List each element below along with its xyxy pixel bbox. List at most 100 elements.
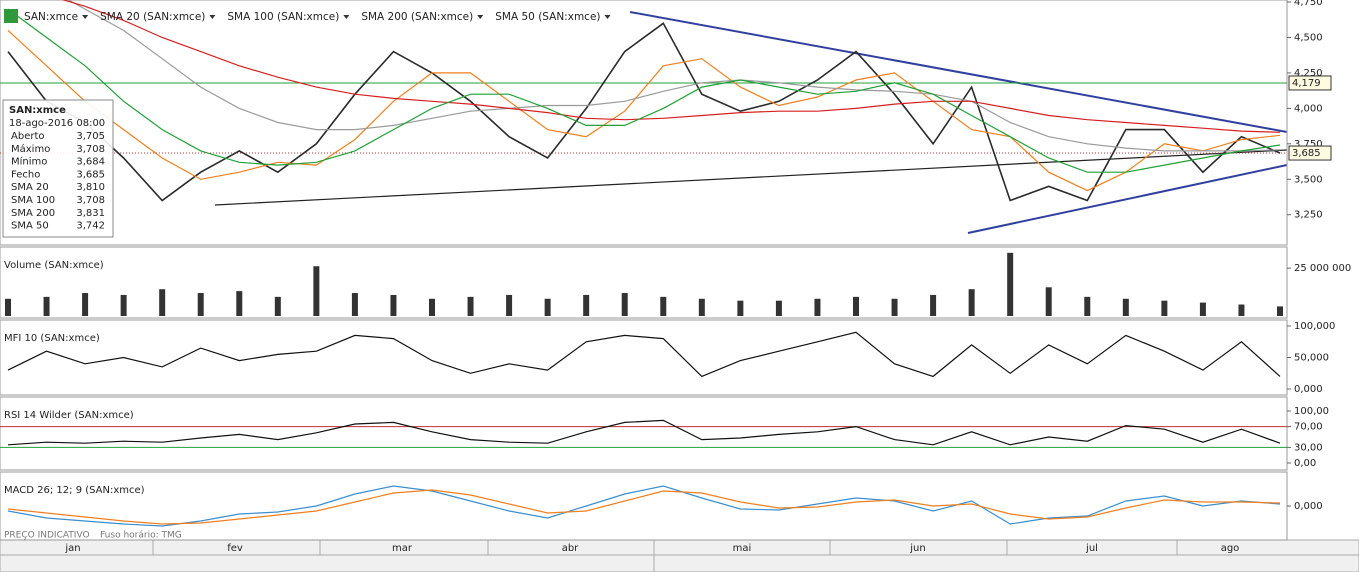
y-tick-label: 100,00 bbox=[1294, 406, 1329, 417]
panel-title: MACD 26; 12; 9 (SAN:xmce) bbox=[4, 485, 145, 496]
volume-bar bbox=[737, 300, 744, 316]
legend-icon bbox=[4, 9, 18, 23]
volume-bar bbox=[1161, 300, 1168, 316]
y-tick-label: 50,000 bbox=[1294, 353, 1329, 364]
trendline bbox=[967, 164, 1288, 234]
volume-bar bbox=[5, 298, 11, 316]
info-value: 3,685 bbox=[76, 169, 105, 180]
timezone: Fuso horário: TMG bbox=[100, 531, 182, 541]
series-line bbox=[7, 8, 1281, 173]
level-label-box bbox=[1288, 75, 1332, 91]
y-tick-label: 70,00 bbox=[1294, 422, 1323, 433]
info-label: Máximo bbox=[11, 143, 50, 155]
legend: SAN:xmce SMA 20 (SAN:xmce) SMA 100 (SAN:xm… bbox=[4, 9, 611, 23]
volume-bar bbox=[82, 293, 89, 316]
info-value: 3,810 bbox=[76, 182, 105, 193]
volume-bar bbox=[159, 289, 166, 316]
y-tick-label: 25 000 000 bbox=[1294, 263, 1351, 274]
level-label-box bbox=[1288, 145, 1332, 161]
info-label: Aberto bbox=[11, 131, 45, 142]
info-label: SMA 100 bbox=[11, 195, 55, 206]
volume-bar bbox=[197, 293, 204, 316]
legend-entry: SMA 50 (SAN:xmce) bbox=[495, 11, 600, 23]
info-date: 18-ago-2016 08:00 bbox=[9, 118, 105, 129]
legend-entry: SMA 100 (SAN:xmce) bbox=[227, 11, 339, 23]
y-tick-label: 3,500 bbox=[1294, 174, 1323, 185]
volume-bar bbox=[236, 291, 243, 316]
volume-bar bbox=[274, 296, 281, 316]
info-label: SMA 20 bbox=[11, 182, 49, 193]
y-tick-label: 4,750 bbox=[1294, 0, 1323, 8]
info-value: 3,708 bbox=[76, 195, 105, 206]
volume-bar bbox=[968, 289, 975, 316]
volume-bar bbox=[853, 296, 859, 316]
month-label: ago bbox=[1221, 543, 1240, 554]
info-label: Mínimo bbox=[11, 156, 47, 168]
series-line bbox=[61, 0, 1281, 133]
month-label: mar bbox=[392, 543, 413, 554]
volume-bar bbox=[351, 293, 358, 316]
volume-bar bbox=[506, 294, 513, 316]
y-tick-label: 4,250 bbox=[1294, 68, 1323, 79]
legend-entry: SMA 20 (SAN:xmce) bbox=[100, 11, 205, 23]
volume-bar bbox=[1007, 252, 1014, 316]
info-label: SMA 200 bbox=[11, 208, 55, 219]
info-value: 3,705 bbox=[76, 131, 105, 142]
legend-dropdown bbox=[604, 15, 611, 19]
volume-bar bbox=[891, 298, 898, 316]
volume-bar bbox=[930, 294, 937, 316]
month-label: mai bbox=[733, 543, 752, 554]
series-line bbox=[7, 485, 1281, 527]
legend-entry: SMA 200 (SAN:xmce) bbox=[361, 11, 473, 23]
volume-bar bbox=[467, 296, 474, 316]
volume-bar bbox=[814, 298, 821, 316]
volume-bar bbox=[698, 298, 705, 316]
y-tick-label: 4,000 bbox=[1294, 103, 1323, 114]
month-label: abr bbox=[562, 543, 579, 554]
info-value: 3,684 bbox=[76, 157, 105, 168]
level-label: 4,179 bbox=[1292, 78, 1321, 89]
legend-entry: SAN:xmce bbox=[24, 11, 78, 23]
year-axis bbox=[0, 554, 1359, 572]
volume-bar bbox=[544, 298, 551, 316]
month-label: jul bbox=[1085, 543, 1098, 554]
volume-bar bbox=[1238, 304, 1245, 316]
volume-bar bbox=[1122, 298, 1129, 316]
legend-dropdown bbox=[477, 15, 484, 19]
volume-bar bbox=[1045, 287, 1052, 316]
volume-bar bbox=[1277, 306, 1283, 316]
series-line bbox=[7, 489, 1281, 525]
volume-bar bbox=[775, 300, 782, 316]
volume-bar bbox=[1084, 296, 1091, 316]
info-label: SMA 50 bbox=[11, 221, 49, 232]
y-tick-label: 0,000 bbox=[1294, 384, 1323, 395]
trendline bbox=[629, 11, 1288, 133]
panel-title: RSI 14 Wilder (SAN:xmce) bbox=[4, 410, 134, 421]
series-line bbox=[7, 419, 1281, 446]
level-label: 3,685 bbox=[1292, 148, 1321, 159]
trendline bbox=[214, 149, 1288, 206]
month-label: jan bbox=[64, 543, 80, 554]
y-tick-label: 3,250 bbox=[1294, 210, 1323, 221]
legend-dropdown bbox=[343, 15, 350, 19]
info-value: 3,831 bbox=[76, 208, 105, 219]
legend-dropdown bbox=[82, 15, 89, 19]
series-line bbox=[7, 331, 1281, 378]
month-label: fev bbox=[227, 543, 243, 554]
y-tick-label: 0,000 bbox=[1294, 501, 1323, 512]
volume-bar bbox=[43, 296, 50, 316]
volume-bar bbox=[429, 298, 435, 316]
info-box bbox=[2, 99, 114, 238]
footer-note: PREÇO INDICATIVO bbox=[4, 531, 90, 541]
y-tick-label: 0,00 bbox=[1294, 458, 1316, 469]
info-symbol: SAN:xmce bbox=[9, 105, 66, 116]
y-tick-label: 30,00 bbox=[1294, 442, 1323, 453]
legend-dropdown bbox=[209, 15, 216, 19]
time-axis bbox=[0, 539, 1359, 556]
panel-title: Volume (SAN:xmce) bbox=[4, 260, 104, 271]
volume-bar bbox=[621, 293, 628, 316]
volume-bar bbox=[660, 296, 667, 316]
y-tick-label: 3,750 bbox=[1294, 139, 1323, 150]
